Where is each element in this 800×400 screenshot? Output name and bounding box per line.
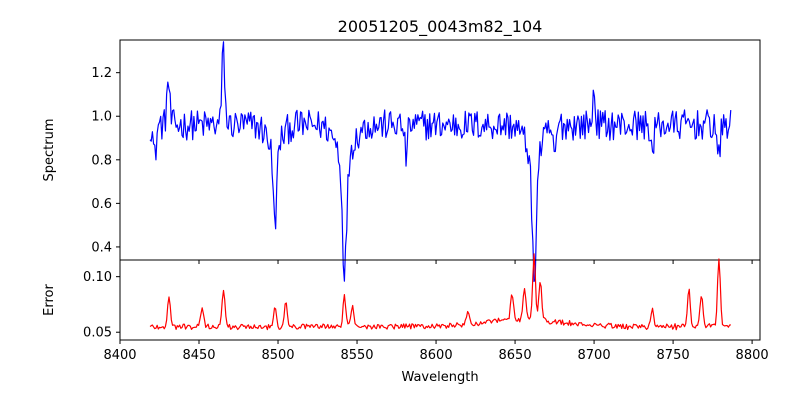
error-series-line <box>149 253 731 331</box>
spectrum-y-ticks: 0.4 0.6 0.8 1.0 1.2 <box>91 66 753 264</box>
error-x-tick-label: 8700 <box>578 348 611 363</box>
spectrum-panel: 0.4 0.6 0.8 1.0 1.2 Spectrum <box>42 39 761 283</box>
error-x-tick-label: 8500 <box>261 348 294 363</box>
error-x-tick-label: 8650 <box>499 348 532 363</box>
error-y-tick-label: 0.05 <box>83 326 112 341</box>
spectrum-y-axis-label: Spectrum <box>42 119 57 182</box>
error-axes-frame <box>119 259 761 341</box>
error-x-tick-label: 8750 <box>657 348 690 363</box>
spectrum-y-tick-label: 0.4 <box>91 240 112 255</box>
x-axis-label: Wavelength <box>401 370 478 385</box>
error-x-tick-label: 8550 <box>340 348 373 363</box>
spectrum-series-line <box>149 41 732 283</box>
chart-title: 20051205_0043m82_104 <box>338 17 543 37</box>
spectrum-axes-frame <box>119 39 761 261</box>
error-x-tick-label: 8400 <box>103 348 136 363</box>
error-x-tick-label: 8600 <box>420 348 453 363</box>
spectrum-y-tick-label: 0.6 <box>91 197 112 212</box>
error-x-tick-label: 8450 <box>182 348 215 363</box>
spectrum-y-tick-label: 1.2 <box>91 66 112 81</box>
error-y-tick-label: 0.10 <box>83 270 112 285</box>
error-x-tick-label: 8800 <box>736 348 769 363</box>
error-y-ticks: 0.05 0.10 <box>83 270 120 341</box>
spectrum-y-tick-label: 1.0 <box>91 110 112 125</box>
error-panel: 0.05 0.10 8400 8450 8500 8550 8600 8650 8700 875… <box>42 253 769 385</box>
error-y-axis-label: Error <box>42 284 57 316</box>
spectrum-y-tick-label: 0.8 <box>91 153 112 168</box>
error-x-ticks: 8400 8450 8500 8550 8600 8650 8700 8750 8800 <box>103 340 769 363</box>
